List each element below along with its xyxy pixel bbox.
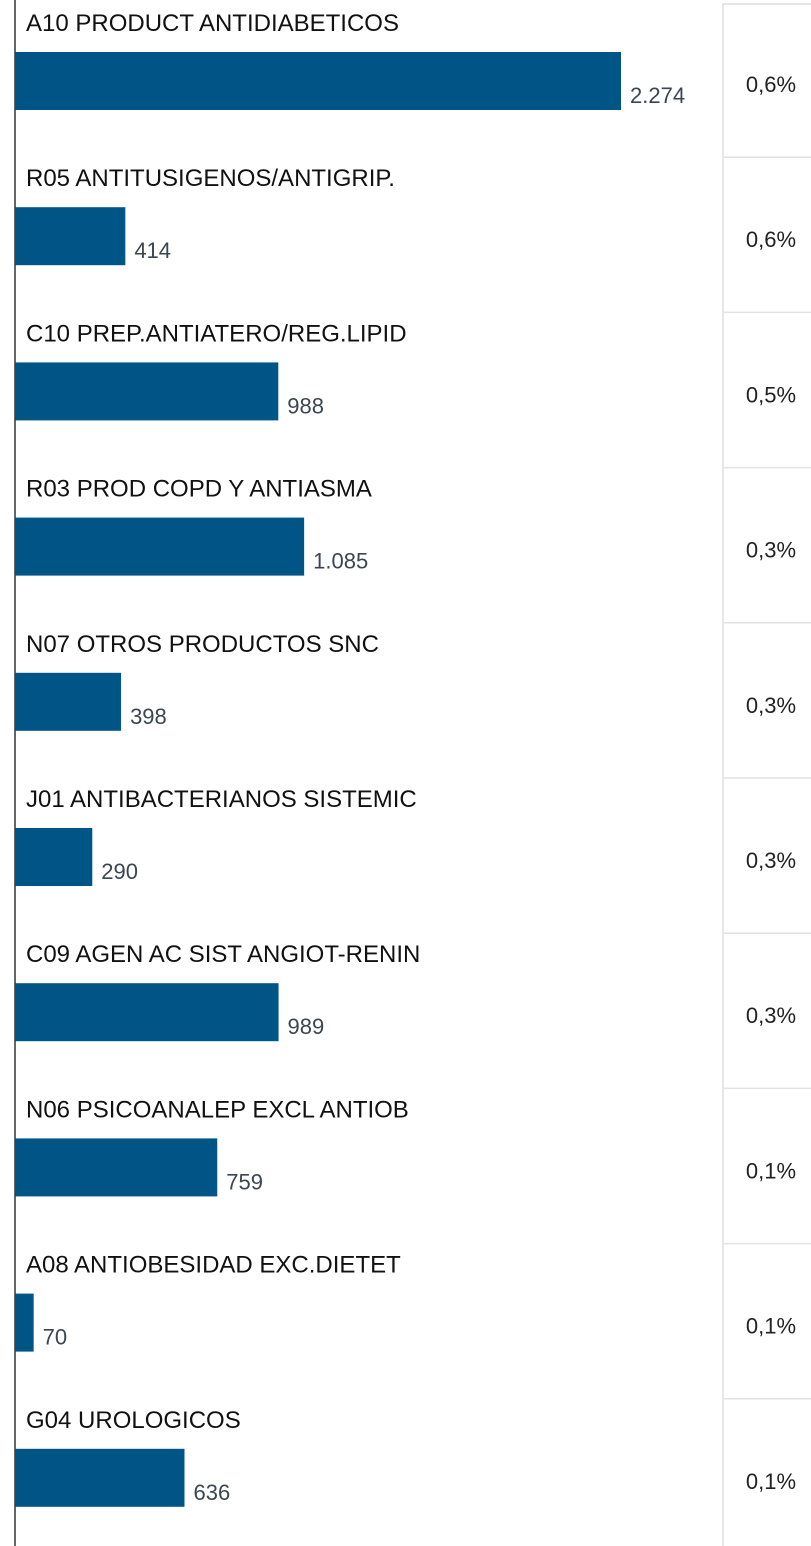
share-label: 0,3% <box>746 538 796 563</box>
category-label: G04 UROLOGICOS <box>26 1407 241 1434</box>
value-label: 414 <box>134 238 171 263</box>
share-label: 0,5% <box>746 382 796 407</box>
share-label: 0,3% <box>746 1003 796 1028</box>
value-label: 989 <box>288 1014 325 1039</box>
category-label: R03 PROD COPD Y ANTIASMA <box>26 476 372 503</box>
value-label: 290 <box>101 859 138 884</box>
share-panel <box>722 3 811 1546</box>
category-label: C10 PREP.ANTIATERO/REG.LIPID <box>26 320 407 347</box>
bar <box>15 517 305 576</box>
share-label: 0,6% <box>746 227 796 252</box>
share-label: 0,3% <box>746 848 796 873</box>
share-label: 0,1% <box>746 1469 796 1494</box>
value-label: 70 <box>43 1325 67 1350</box>
category-label: C09 AGEN AC SIST ANGIOT-RENIN <box>26 941 420 968</box>
share-label: 0,6% <box>746 72 796 97</box>
bar <box>15 828 93 886</box>
bar <box>15 1448 185 1507</box>
share-label: 0,1% <box>746 1314 796 1339</box>
category-label: A08 ANTIOBESIDAD EXC.DIETET <box>26 1252 401 1279</box>
value-label: 988 <box>287 393 324 418</box>
bar <box>15 207 126 266</box>
value-label: 2.274 <box>630 83 685 108</box>
bar <box>15 983 279 1042</box>
category-label: R05 ANTITUSIGENOS/ANTIGRIP. <box>26 165 395 192</box>
share-label: 0,3% <box>746 693 796 718</box>
category-label: N06 PSICOANALEP EXCL ANTIOB <box>26 1096 409 1123</box>
bar <box>15 362 279 421</box>
value-label: 398 <box>130 704 167 729</box>
bar <box>15 1138 218 1197</box>
value-label: 1.085 <box>313 549 368 574</box>
category-label: N07 OTROS PRODUCTOS SNC <box>26 631 379 658</box>
category-label: J01 ANTIBACTERIANOS SISTEMIC <box>26 786 417 813</box>
value-label: 759 <box>226 1169 263 1194</box>
bar <box>15 672 122 731</box>
value-label: 636 <box>193 1480 230 1505</box>
category-label: A10 PRODUCT ANTIDIABETICOS <box>26 10 399 37</box>
bar <box>15 52 621 110</box>
share-label: 0,1% <box>746 1158 796 1183</box>
bar <box>15 1293 34 1352</box>
